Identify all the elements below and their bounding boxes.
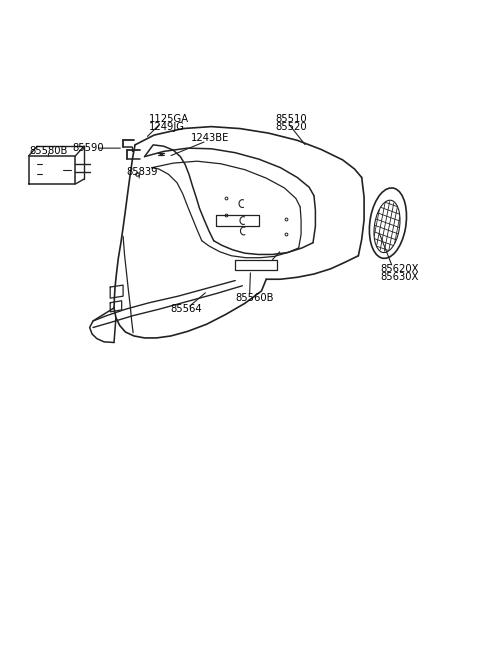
Text: 85839: 85839 — [126, 167, 158, 178]
Text: 1125GA: 1125GA — [149, 114, 190, 124]
Text: 85620X: 85620X — [381, 264, 420, 274]
Text: 85590: 85590 — [72, 143, 104, 153]
Text: 85560B: 85560B — [235, 293, 274, 303]
Text: 85580B: 85580B — [29, 147, 68, 157]
Text: 85510: 85510 — [276, 114, 307, 124]
Text: 85630X: 85630X — [381, 272, 419, 282]
Text: 1243BE: 1243BE — [192, 134, 230, 143]
Text: 85564: 85564 — [171, 304, 203, 314]
Text: 1249JG: 1249JG — [149, 122, 185, 132]
Text: 85520: 85520 — [276, 122, 307, 132]
